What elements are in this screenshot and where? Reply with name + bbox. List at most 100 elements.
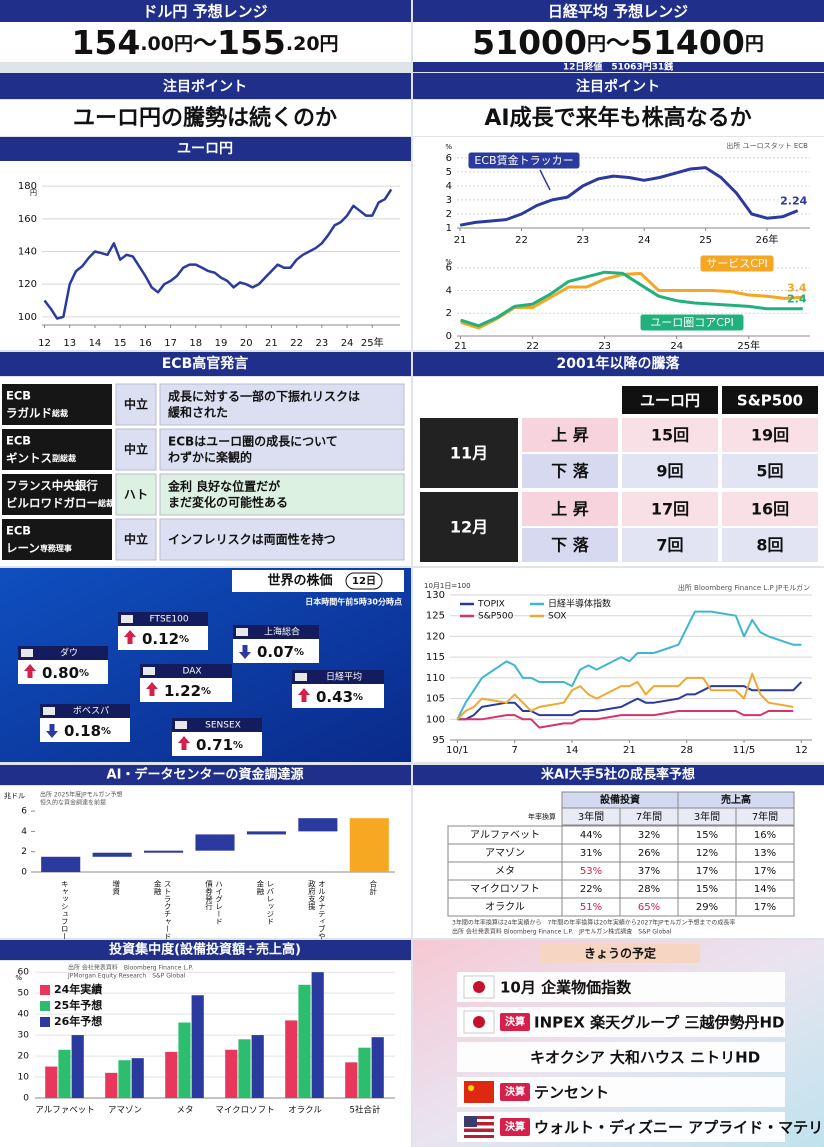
- tag-box: [500, 1013, 530, 1031]
- tag-box: [500, 1083, 530, 1101]
- x-tick-label: 22: [526, 341, 539, 352]
- rate: 17%: [754, 866, 776, 877]
- rate: 15%: [696, 830, 718, 841]
- arrow-up: [24, 664, 36, 678]
- bar: [105, 1072, 118, 1098]
- focus-label: 注目ポイント: [163, 78, 247, 95]
- focus-text: ユーロ円の騰勢は続くのか: [73, 105, 337, 131]
- rate: 29%: [696, 902, 718, 913]
- y-tick-label: 4: [446, 181, 452, 192]
- text-part: 0.18: [64, 722, 101, 740]
- series-line: [456, 610, 802, 720]
- end-label: 2.4: [787, 293, 807, 306]
- arrow-up: [124, 630, 136, 644]
- text-part: ギントス: [6, 451, 52, 465]
- x-tick-label: キャッシュフロー: [60, 880, 69, 940]
- focus-panel: [413, 100, 824, 136]
- table-title: 2001年以降の騰落: [557, 355, 681, 372]
- comment: 金利 良好な位置だが: [167, 479, 280, 494]
- flag-part: [473, 1016, 485, 1028]
- kind-cell: [522, 454, 618, 488]
- y-tick-label: 100: [426, 714, 445, 725]
- text-part: 1.22: [164, 682, 201, 700]
- index-name: 日経平均: [326, 671, 362, 683]
- rate: 32%: [638, 830, 660, 841]
- y-tick-label: 160: [18, 214, 37, 225]
- legend-label: 24年実績: [54, 982, 102, 996]
- chart-title: AI・データセンターの資金調達源: [107, 767, 304, 783]
- comment: まだ変化の可能性ある: [168, 495, 288, 510]
- flag: [21, 649, 33, 657]
- y-unit: %: [15, 974, 22, 982]
- count: 8回: [756, 536, 783, 555]
- person: ギントス副総裁: [6, 451, 76, 465]
- bar: [371, 1037, 384, 1098]
- bar: [165, 1051, 178, 1098]
- rate: 31%: [580, 848, 602, 859]
- stance: 中立: [124, 532, 148, 547]
- row-header: 年率換算: [528, 812, 556, 821]
- index-head: [172, 718, 262, 732]
- flag: [464, 1081, 494, 1103]
- x-tick-label: オラクル: [288, 1106, 322, 1116]
- header-cell: [622, 386, 718, 414]
- flag: [43, 707, 55, 715]
- arrow-down: [46, 724, 58, 738]
- stance-cell: [115, 383, 157, 426]
- end-label: 2.24: [780, 195, 807, 208]
- index-name: 上海総合: [264, 626, 300, 638]
- flag: [175, 721, 187, 729]
- series-callout: [699, 254, 775, 273]
- callout-arrow: [539, 169, 551, 191]
- y-tick-label: 40: [18, 1010, 30, 1020]
- flag: [143, 667, 155, 675]
- text-part: 円: [587, 33, 606, 55]
- legend-swatch: [40, 985, 50, 995]
- index-body: [292, 684, 384, 708]
- x-tick-label: 5社合計: [350, 1105, 381, 1116]
- y-tick-label: 30: [18, 1031, 30, 1041]
- x-tick-label: 合計: [369, 879, 378, 897]
- bar: [195, 834, 235, 851]
- index-change: 0.71%: [196, 736, 243, 754]
- bar: [41, 856, 81, 872]
- month-cell: [420, 418, 518, 488]
- text-part: 0.80: [42, 664, 79, 682]
- y-tick-label: 3: [446, 195, 452, 206]
- company: メタ: [495, 865, 515, 877]
- schedule-text: テンセント: [534, 1084, 609, 1102]
- y-tick-label: 120: [18, 279, 37, 290]
- title-bar: [413, 765, 824, 785]
- index-change: 1.22%: [164, 682, 211, 700]
- chart-panel: [413, 137, 824, 350]
- rate: 16%: [754, 830, 776, 841]
- header-title: 日経平均 予想レンジ: [548, 3, 688, 21]
- chart-panel: [413, 568, 824, 762]
- chart-panel: [0, 161, 411, 350]
- stance: 中立: [124, 442, 148, 457]
- x-tick-label: 10/1: [446, 745, 468, 756]
- rate: 65%: [638, 902, 660, 913]
- name-cell: [2, 429, 112, 470]
- bar: [144, 850, 184, 853]
- legend-label: 26年予想: [54, 1014, 102, 1028]
- close-bar: [413, 62, 824, 72]
- index-name: ボベスパ: [73, 706, 109, 717]
- x-tick-label: ハイグレード: [214, 880, 223, 925]
- flag-part: [464, 1132, 494, 1135]
- y-tick-label: 105: [426, 694, 445, 705]
- company: オラクル: [485, 901, 525, 913]
- y-tick-label: 2: [446, 308, 452, 319]
- kind: 上 昇: [551, 426, 589, 445]
- table-title: ECB高官発言: [162, 355, 249, 372]
- bar: [191, 995, 204, 1098]
- series-line: [460, 270, 803, 328]
- x-tick-label: 19: [215, 338, 228, 349]
- schedule-title: きょうの予定: [584, 946, 656, 961]
- bar: [298, 984, 311, 1098]
- y-tick-label: 120: [426, 631, 445, 642]
- stance: ハト: [124, 488, 148, 502]
- index-head: [40, 704, 130, 718]
- title-bar: [413, 352, 824, 376]
